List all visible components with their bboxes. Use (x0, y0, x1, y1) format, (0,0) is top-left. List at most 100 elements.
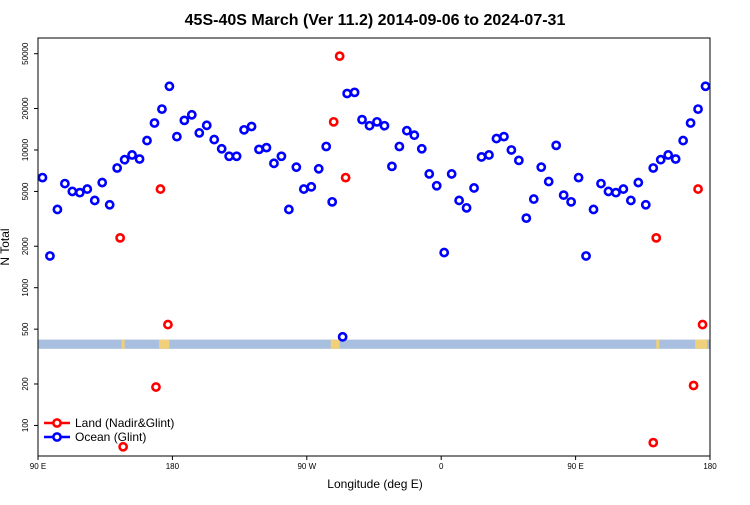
ocean-point (469, 183, 479, 193)
ocean-point (269, 158, 279, 169)
ocean-point (224, 151, 235, 162)
land-point (340, 172, 351, 183)
y-tick-label: 1000 (21, 278, 30, 296)
x-tick-label: 90 W (297, 462, 316, 471)
ocean-point (119, 154, 130, 165)
ocean-point (372, 116, 382, 127)
ocean-point (596, 178, 606, 189)
x-tick-label: 180 (703, 462, 717, 471)
y-tick-label: 100 (21, 418, 30, 432)
ocean-point (416, 143, 427, 154)
land-point (155, 184, 166, 194)
plot-frame (37, 37, 711, 457)
legend: Land (Nadir&Glint)Ocean (Glint) (44, 416, 174, 444)
ocean-point (648, 163, 659, 173)
ocean-point (327, 196, 338, 207)
y-tick-label: 5000 (21, 182, 30, 200)
land-point (651, 232, 662, 243)
ocean-point (484, 150, 494, 160)
ocean-point (700, 81, 711, 92)
ocean-point (401, 125, 412, 136)
ocean-point (543, 176, 554, 187)
y-tick-label: 2000 (21, 237, 30, 255)
ocean-point (97, 177, 108, 188)
ocean-point (536, 162, 547, 173)
ocean-point (67, 186, 78, 197)
ocean-point (142, 135, 152, 146)
band-highlight (121, 339, 125, 349)
ocean-point (693, 104, 703, 115)
ocean-point (424, 169, 435, 179)
ocean-point (89, 195, 100, 206)
ocean-point (254, 144, 264, 155)
ocean-point (45, 251, 55, 261)
land-point (648, 437, 659, 448)
ocean-point (194, 128, 205, 138)
y-tick-label: 10000 (21, 138, 30, 161)
ocean-point (670, 154, 681, 164)
ocean-point (209, 134, 220, 145)
land-point (328, 116, 339, 127)
ocean-point (313, 163, 324, 174)
land-point (688, 380, 699, 391)
ocean-point (625, 195, 636, 206)
ocean-point (446, 169, 457, 179)
data-band (38, 339, 710, 349)
band-highlight (330, 339, 340, 349)
ocean-point (379, 120, 390, 131)
ocean-point (618, 184, 629, 194)
ocean-point (611, 187, 621, 198)
ocean-point (59, 178, 70, 189)
ocean-point (357, 114, 367, 125)
ocean-point (246, 121, 257, 132)
band-highlight (656, 339, 660, 349)
land-point (693, 184, 703, 194)
ocean-point (439, 247, 450, 258)
ocean-point (201, 120, 212, 131)
ocean-point (431, 180, 442, 191)
ocean-point (112, 163, 123, 173)
ocean-point (364, 120, 375, 131)
ocean-point (298, 184, 309, 194)
land-point (151, 382, 161, 392)
ocean-point (588, 204, 599, 215)
ocean-point (513, 155, 524, 166)
legend-label: Land (Nadir&Glint) (75, 416, 174, 430)
ocean-point (321, 141, 332, 152)
band-highlight (695, 339, 708, 349)
y-tick-label: 50000 (21, 42, 30, 65)
x-axis-label: Longitude (deg E) (327, 477, 422, 491)
x-tick-label: 90 E (30, 462, 46, 471)
ocean-point (276, 151, 287, 162)
ocean-point (387, 161, 397, 172)
ocean-point (394, 141, 405, 152)
land-point (115, 232, 126, 243)
land-point (163, 319, 173, 330)
ocean-point (603, 186, 614, 197)
land-point (118, 441, 129, 452)
ocean-point (491, 133, 502, 144)
ocean-point (74, 187, 85, 198)
ocean-point (149, 118, 160, 128)
ocean-point (127, 150, 137, 160)
ocean-point (685, 118, 696, 128)
ocean-point (663, 150, 674, 160)
ocean-point (521, 213, 532, 224)
ocean-point (506, 145, 517, 155)
ocean-point (37, 172, 48, 183)
ocean-point (551, 140, 562, 151)
ocean-point (349, 87, 360, 98)
ocean-point (454, 195, 465, 206)
ocean-point (655, 154, 666, 165)
x-tick-label: 90 E (567, 462, 583, 471)
ocean-point (476, 152, 487, 162)
ocean-point (409, 130, 420, 141)
ocean-point (82, 184, 93, 194)
ocean-point (231, 151, 242, 162)
ocean-point (104, 199, 115, 210)
ocean-point (291, 162, 302, 173)
ocean-point (558, 190, 569, 201)
ocean-point (134, 154, 145, 164)
